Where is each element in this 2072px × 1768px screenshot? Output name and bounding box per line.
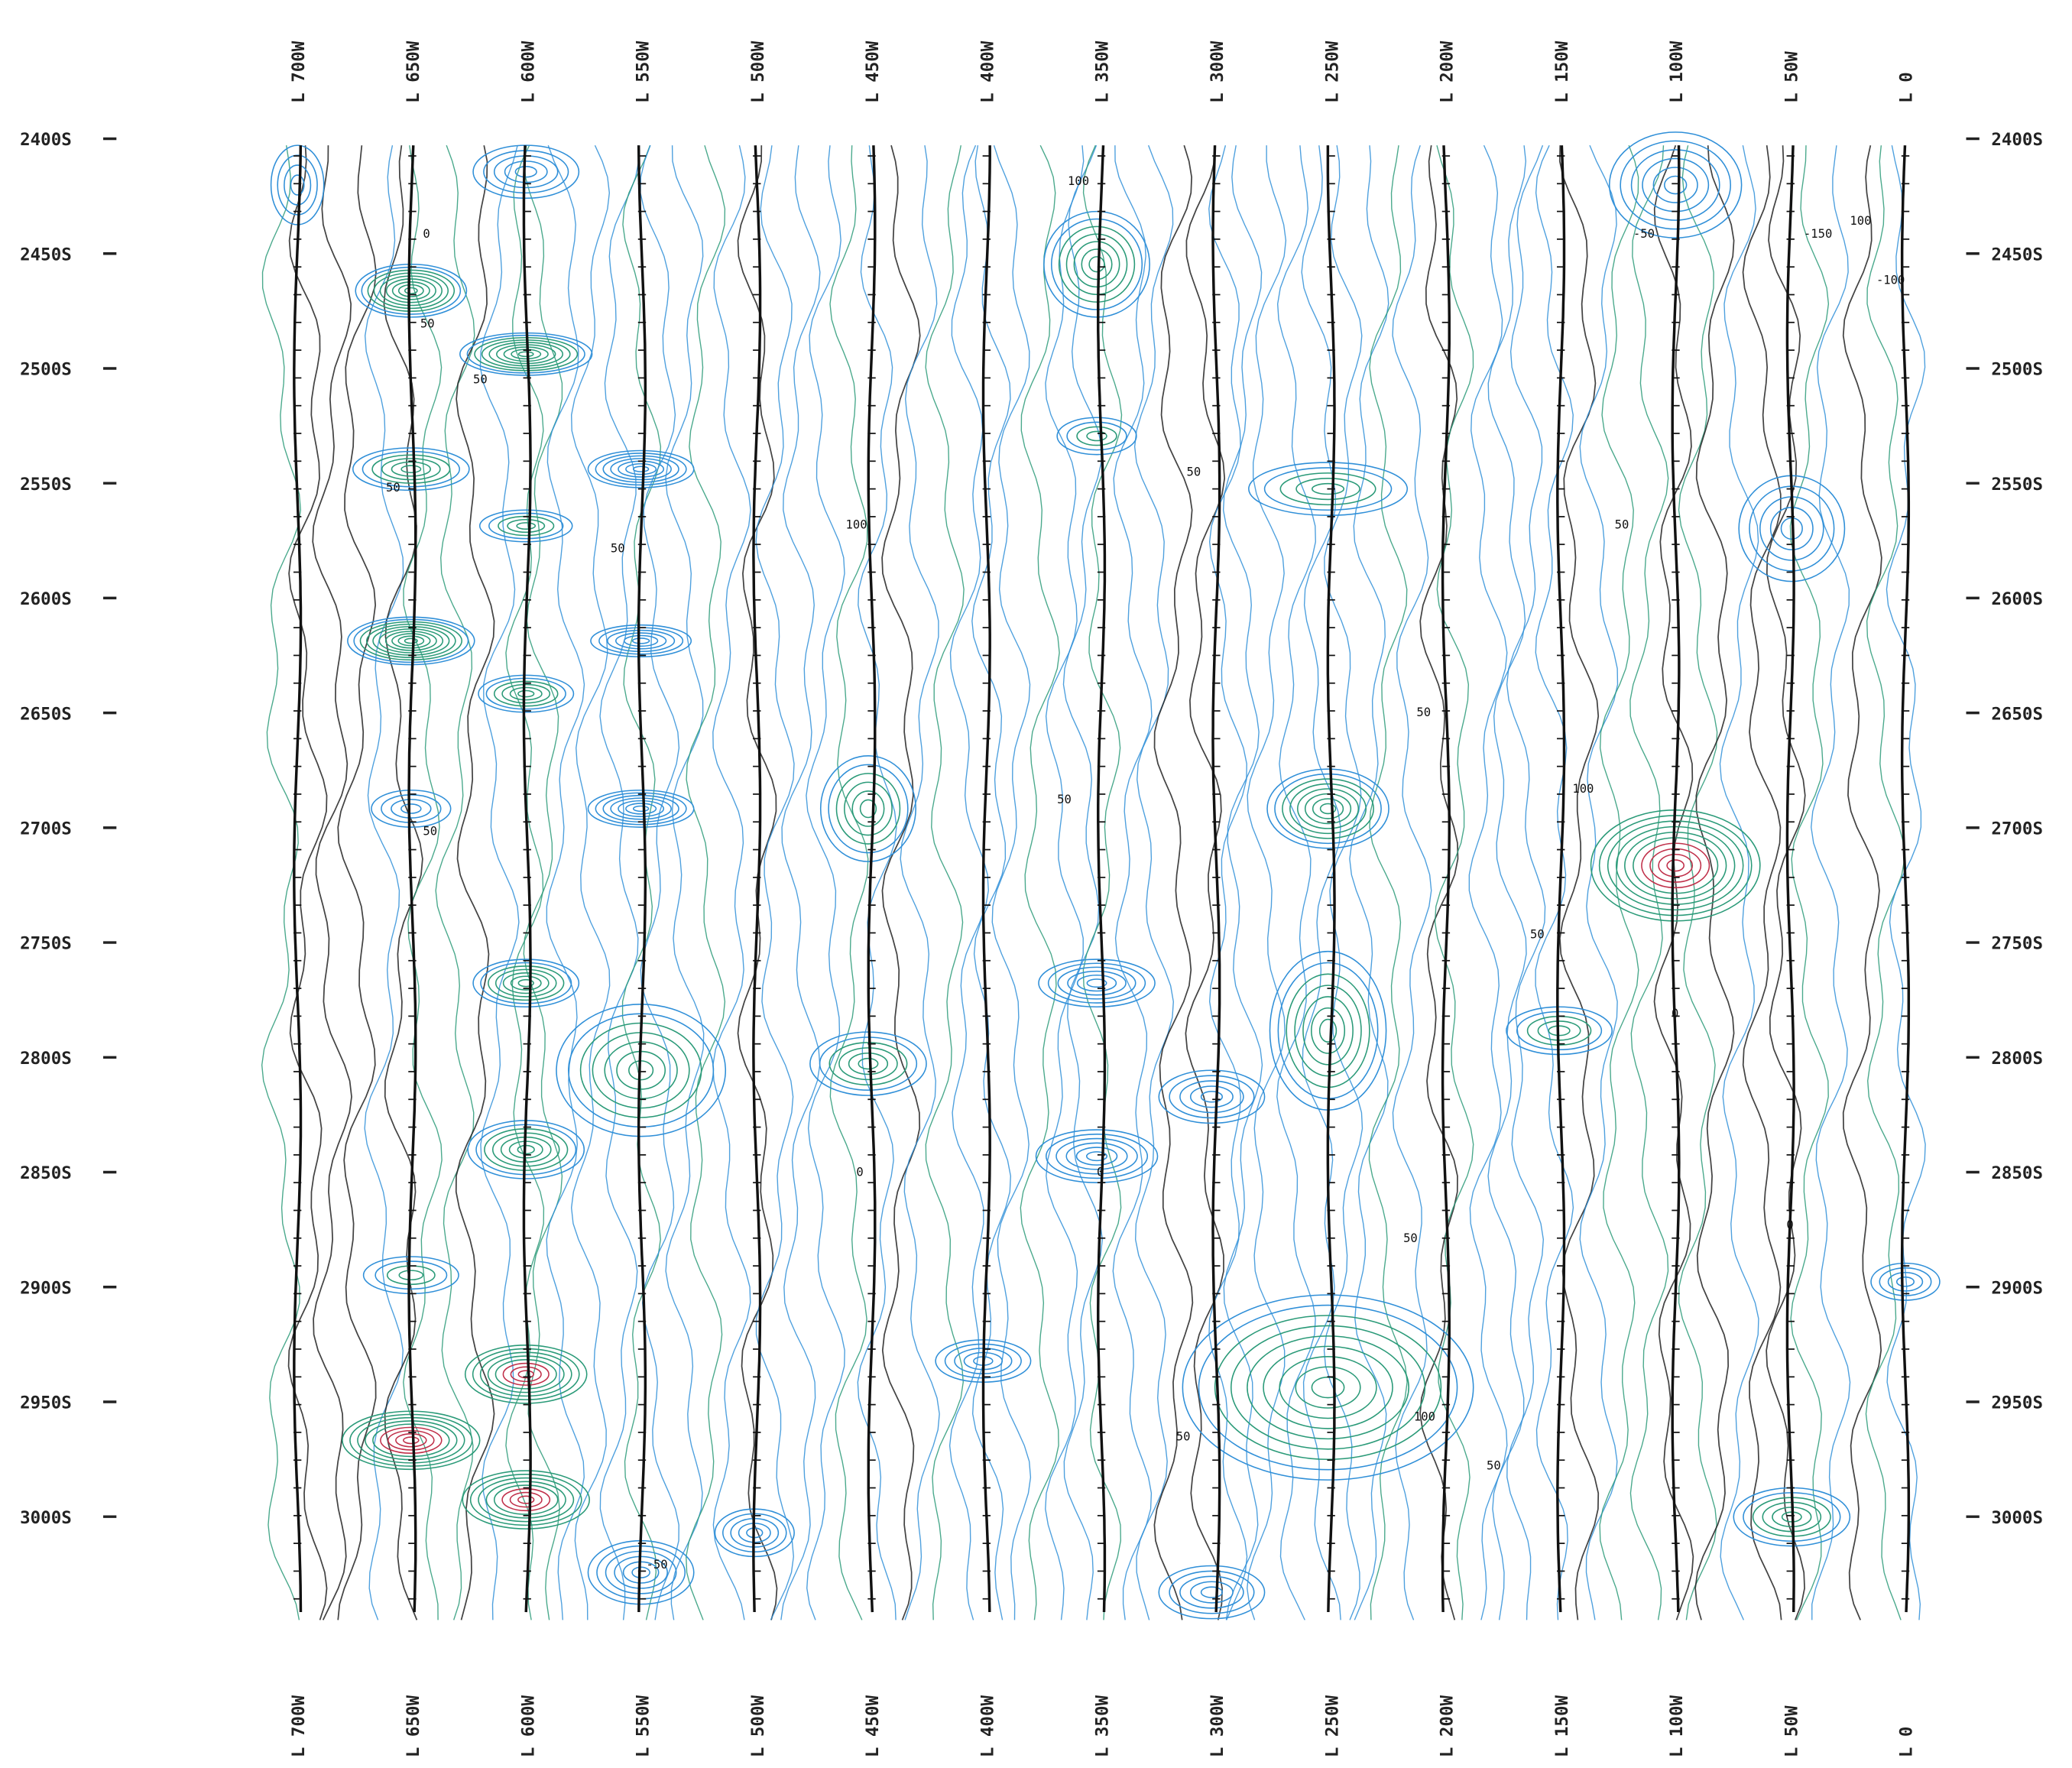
contour-label: 0 [1786,1218,1793,1232]
line-label-bottom: L 350W [1093,1695,1113,1758]
line-label-bottom: L 150W [1552,1695,1572,1758]
line-label-bottom: L 250W [1322,1695,1342,1758]
station-label-left: 2400S [20,130,72,150]
contour-label: 50 [611,542,625,556]
line-label-top: L 250W [1322,41,1342,103]
contour-label: -100 [1876,274,1905,287]
station-label-right: 2850S [1991,1163,2043,1183]
line-label-top: L 350W [1093,41,1113,103]
station-label-left: 2550S [20,475,72,495]
station-label-left: 2850S [20,1163,72,1183]
station-label-right: 2700S [1991,819,2043,839]
line-label-top: L 600W [518,41,538,103]
station-label-right: 2800S [1991,1049,2043,1069]
contour-label: 100 [1850,214,1871,228]
contour-label: 50 [1176,1429,1191,1443]
line-label-top: L 100W [1667,41,1687,103]
station-label-left: 2600S [20,589,72,609]
station-label-right: 2400S [1991,130,2043,150]
station-label-right: 2950S [1991,1393,2043,1413]
contour-label: 50 [1487,1458,1501,1472]
line-label-bottom: L 650W [404,1695,423,1758]
contour-label: -50 [647,1558,668,1572]
contour-label: 50 [1057,793,1072,806]
station-label-left: 3000S [20,1508,72,1528]
line-label-bottom: L 700W [289,1695,309,1758]
line-label-bottom: L 450W [863,1695,883,1758]
line-label-bottom: L 200W [1438,1695,1458,1758]
station-label-left: 2700S [20,819,72,839]
station-label-right: 2450S [1991,245,2043,264]
line-label-bottom: L 50W [1782,1705,1801,1757]
line-label-top: L 150W [1552,41,1572,103]
station-label-right: 2750S [1991,934,2043,954]
line-label-top: L 700W [289,41,309,103]
line-label-top: L 50W [1782,51,1801,103]
contour-label: 0 [856,1166,863,1179]
line-label-top: L 200W [1438,41,1458,103]
station-label-left: 2750S [20,934,72,954]
station-label-left: 2500S [20,360,72,380]
station-label-right: 2900S [1991,1278,2043,1298]
line-label-top: L 550W [634,41,653,103]
station-label-left: 2950S [20,1393,72,1413]
contour-label: 100 [1414,1410,1435,1423]
station-label-right: 2650S [1991,704,2043,724]
line-label-bottom: L 400W [978,1695,997,1758]
station-label-right: 2500S [1991,360,2043,380]
line-label-top: L 450W [863,41,883,103]
background [0,0,2072,1768]
station-label-right: 2550S [1991,475,2043,495]
contour-label: 50 [1416,706,1431,719]
contour-label: 0 [1672,1007,1678,1020]
line-label-bottom: L 100W [1667,1695,1687,1758]
contour-map: L 700W L 700W L 650W L 650W L 600W L 600W L 55… [0,0,2072,1768]
line-label-bottom: L 0 [1897,1727,1917,1758]
contour-label: 50 [420,317,435,331]
contour-label: 50 [1615,517,1629,531]
contour-label: 100 [1068,174,1089,188]
station-label-left: 2650S [20,704,72,724]
line-label-bottom: L 600W [518,1695,538,1758]
line-label-top: L 0 [1897,72,1917,103]
contour-label: 50 [423,825,437,839]
line-label-top: L 650W [404,41,423,103]
line-label-top: L 500W [748,41,768,103]
line-label-bottom: L 300W [1208,1695,1227,1758]
station-label-left: 2800S [20,1049,72,1069]
contour-label: 50 [1187,465,1201,478]
station-label-left: 2450S [20,245,72,264]
contour-label: 50 [1530,927,1545,941]
contour-label: 0 [423,227,430,241]
line-label-top: L 300W [1208,41,1227,103]
station-label-right: 2600S [1991,589,2043,609]
line-label-top: L 400W [978,41,997,103]
station-label-right: 3000S [1991,1508,2043,1528]
station-label-left: 2900S [20,1278,72,1298]
contour-label: 100 [1572,782,1594,796]
line-label-bottom: L 550W [634,1695,653,1758]
contour-label: 50 [1403,1231,1418,1245]
contour-label: 50 [386,481,400,495]
contour-label: 50 [473,372,488,386]
line-label-bottom: L 500W [748,1695,768,1758]
contour-label: -150 [1804,227,1832,241]
contour-label: 100 [846,517,867,531]
contour-label: -50 [1633,227,1655,241]
contour-label: 0 [1097,1166,1104,1179]
